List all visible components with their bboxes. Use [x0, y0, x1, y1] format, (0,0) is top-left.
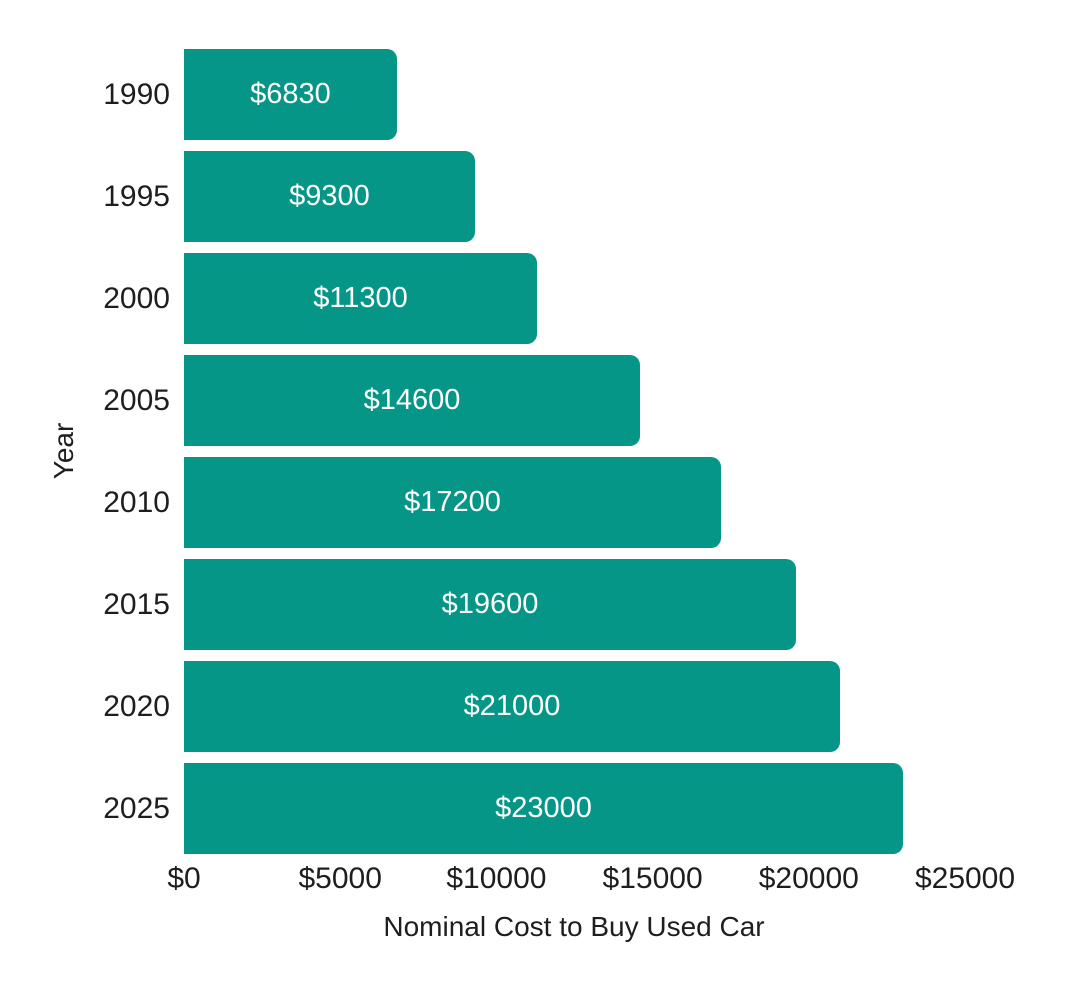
bar-row: 2020 $21000 [0, 661, 1071, 752]
bar-value-label: $9300 [289, 180, 370, 212]
y-tick-label: 1995 [103, 180, 170, 213]
x-tick-label: $0 [167, 862, 201, 895]
bar-row: 2005 $14600 [0, 355, 1071, 446]
bar-value-label: $17200 [404, 486, 501, 518]
bar: $23000 [184, 763, 903, 854]
bar-row: 2010 $17200 [0, 457, 1071, 548]
y-tick-label: 2025 [103, 792, 170, 825]
bar-value-label: $6830 [250, 78, 331, 110]
x-tick-label: $25000 [914, 862, 1016, 895]
bar-value-label: $11300 [313, 282, 408, 314]
bar-row: 2025 $23000 [0, 763, 1071, 854]
y-tick-label: 2010 [103, 486, 170, 519]
x-tick-label: $15000 [602, 862, 703, 895]
bar-row: 2015 $19600 [0, 559, 1071, 650]
bar: $17200 [184, 457, 721, 548]
x-axis-title: Nominal Cost to Buy Used Car [383, 911, 765, 942]
bar: $11300 [184, 253, 537, 344]
bar-value-label: $23000 [495, 792, 592, 824]
bar-row: 1990 $6830 [0, 49, 1071, 140]
bar: $14600 [184, 355, 640, 446]
bar-value-label: $19600 [441, 588, 539, 620]
y-tick-label: 2020 [103, 690, 170, 723]
y-tick-label: 2015 [103, 588, 170, 621]
bar-row: 2000 $11300 [0, 253, 1071, 344]
bar-value-label: $21000 [463, 690, 561, 722]
y-tick-label: 2000 [103, 282, 170, 315]
bar-value-label: $14600 [363, 384, 461, 416]
bar: $9300 [184, 151, 475, 242]
bar-row: 1995 $9300 [0, 151, 1071, 242]
y-tick-label: 2005 [103, 384, 170, 417]
y-tick-label: 1990 [103, 78, 170, 111]
bar: $21000 [184, 661, 840, 752]
x-tick-label: $20000 [758, 862, 859, 895]
bar: $6830 [184, 49, 397, 140]
x-tick-label: $10000 [446, 862, 547, 895]
bar: $19600 [184, 559, 796, 650]
x-tick-label: $5000 [298, 862, 382, 895]
